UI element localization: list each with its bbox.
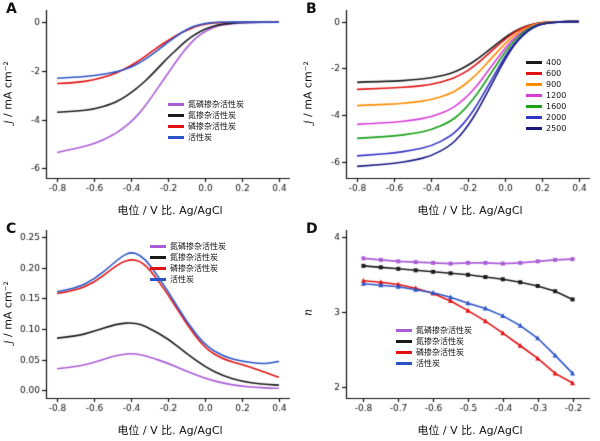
panel-d-letter: D: [306, 221, 318, 237]
legend-label: 磷掺杂活性炭: [416, 348, 464, 357]
legend-label: 磷掺杂活性炭: [170, 264, 218, 273]
legend-label: 600: [546, 69, 562, 78]
panel-d-legend: 氮磷掺杂活性炭 氮掺杂活性炭 磷掺杂活性炭 活性炭: [396, 326, 472, 368]
legend-item: 2500: [526, 124, 566, 133]
legend-label: 磷掺杂活性炭: [188, 122, 236, 131]
legend-label: 2000: [546, 113, 567, 122]
legend-label: 活性炭: [188, 133, 212, 142]
legend-swatch: [526, 94, 542, 97]
legend-item: 600: [526, 69, 566, 78]
legend-swatch: [168, 125, 184, 128]
legend-item: 氮掺杂活性炭: [396, 337, 472, 346]
legend-label: 氮掺杂活性炭: [170, 253, 218, 262]
y-axis-symbol: j: [1, 340, 15, 344]
legend-item: 磷掺杂活性炭: [396, 348, 472, 357]
legend-label: 活性炭: [416, 359, 440, 368]
legend-label: 氮磷掺杂活性炭: [416, 326, 472, 335]
legend-label: 900: [546, 80, 562, 89]
panel-b-x-axis-title: 电位 / V 比. Ag/AgCl: [417, 204, 523, 217]
panel-d-y-axis-title: n: [302, 248, 315, 378]
panel-c-y-axis-title: j / mA cm⁻²: [2, 248, 15, 378]
legend-item: 磷掺杂活性炭: [150, 264, 226, 273]
legend-swatch: [526, 127, 542, 130]
y-axis-symbol: j: [1, 120, 15, 124]
legend-swatch: [168, 136, 184, 139]
panel-b-legend: 400 600 900 1200 1600 2000 2500: [526, 58, 566, 133]
panel-d-x-axis-title: 电位 / V 比. Ag/AgCl: [417, 424, 523, 437]
panel-c-x-axis-title: 电位 / V 比. Ag/AgCl: [117, 424, 223, 437]
panel-d: D n 电位 / V 比. Ag/AgCl 氮磷掺杂活性炭 氮掺杂活性炭 磷掺杂活性…: [300, 220, 600, 440]
legend-item: 900: [526, 80, 566, 89]
legend-label: 1200: [546, 91, 567, 100]
legend-item: 氮磷掺杂活性炭: [150, 242, 226, 251]
legend-item: 氮掺杂活性炭: [150, 253, 226, 262]
panel-b: B j / mA cm⁻² 电位 / V 比. Ag/AgCl 400 600 90…: [300, 0, 600, 220]
legend-swatch: [150, 245, 166, 248]
legend-swatch: [396, 329, 412, 332]
panel-a-x-axis-title: 电位 / V 比. Ag/AgCl: [117, 204, 223, 217]
legend-item: 400: [526, 58, 566, 67]
legend-item: 氮磷掺杂活性炭: [396, 326, 472, 335]
panel-b-y-axis-title: j / mA cm⁻²: [302, 28, 315, 158]
legend-swatch: [168, 114, 184, 117]
panel-a-y-axis-title: j / mA cm⁻²: [2, 28, 15, 158]
legend-item: 2000: [526, 113, 566, 122]
legend-swatch: [396, 362, 412, 365]
legend-item: 1200: [526, 91, 566, 100]
legend-item: 活性炭: [168, 133, 244, 142]
legend-item: 氮磷掺杂活性炭: [168, 100, 244, 109]
legend-label: 氮掺杂活性炭: [188, 111, 236, 120]
legend-label: 氮掺杂活性炭: [416, 337, 464, 346]
legend-label: 2500: [546, 124, 567, 133]
panel-c-legend: 氮磷掺杂活性炭 氮掺杂活性炭 磷掺杂活性炭 活性炭: [150, 242, 226, 284]
panel-a-legend: 氮磷掺杂活性炭 氮掺杂活性炭 磷掺杂活性炭 活性炭: [168, 100, 244, 142]
panel-d-plot-canvas: [300, 220, 600, 440]
legend-item: 1600: [526, 102, 566, 111]
legend-label: 氮磷掺杂活性炭: [170, 242, 226, 251]
legend-item: 磷掺杂活性炭: [168, 122, 244, 131]
legend-swatch: [526, 105, 542, 108]
legend-swatch: [526, 116, 542, 119]
y-axis-units: / mA cm⁻²: [1, 61, 15, 121]
legend-label: 400: [546, 58, 562, 67]
legend-label: 活性炭: [170, 275, 194, 284]
legend-swatch: [150, 256, 166, 259]
panel-b-letter: B: [306, 1, 317, 17]
legend-swatch: [396, 340, 412, 343]
panel-a-letter: A: [6, 1, 17, 17]
legend-item: 氮掺杂活性炭: [168, 111, 244, 120]
legend-item: 活性炭: [396, 359, 472, 368]
legend-swatch: [150, 278, 166, 281]
legend-label: 氮磷掺杂活性炭: [188, 100, 244, 109]
panel-a-plot-canvas: [0, 0, 300, 220]
legend-item: 活性炭: [150, 275, 226, 284]
panel-c: C j / mA cm⁻² 电位 / V 比. Ag/AgCl 氮磷掺杂活性炭氮…: [0, 220, 300, 440]
panel-b-plot-canvas: [300, 0, 600, 220]
legend-swatch: [526, 61, 542, 64]
y-axis-units: / mA cm⁻²: [301, 61, 315, 121]
panel-a: A j / mA cm⁻² 电位 / V 比. Ag/AgCl 氮磷掺杂活性炭氮…: [0, 0, 300, 220]
panel-c-letter: C: [6, 221, 17, 237]
legend-swatch: [150, 267, 166, 270]
y-axis-units: / mA cm⁻²: [1, 281, 15, 341]
y-axis-symbol: j: [301, 120, 315, 124]
legend-label: 1600: [546, 102, 567, 111]
legend-swatch: [526, 72, 542, 75]
legend-swatch: [168, 103, 184, 106]
legend-swatch: [396, 351, 412, 354]
legend-swatch: [526, 83, 542, 86]
y-axis-symbol: n: [301, 308, 315, 317]
